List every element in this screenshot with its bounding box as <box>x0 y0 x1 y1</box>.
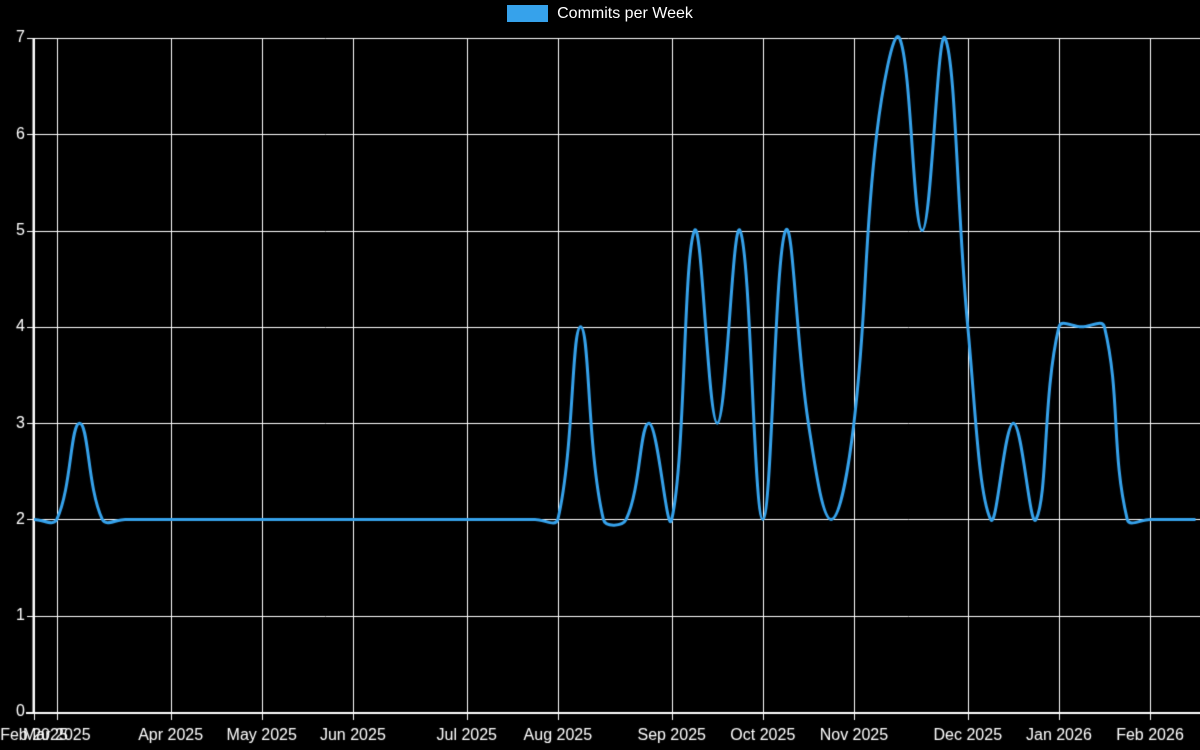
chart-legend: Commits per Week <box>0 5 1200 22</box>
legend-label: Commits per Week <box>557 5 693 22</box>
legend-swatch-icon <box>507 5 549 22</box>
legend-item-commits[interactable]: Commits per Week <box>507 5 693 22</box>
